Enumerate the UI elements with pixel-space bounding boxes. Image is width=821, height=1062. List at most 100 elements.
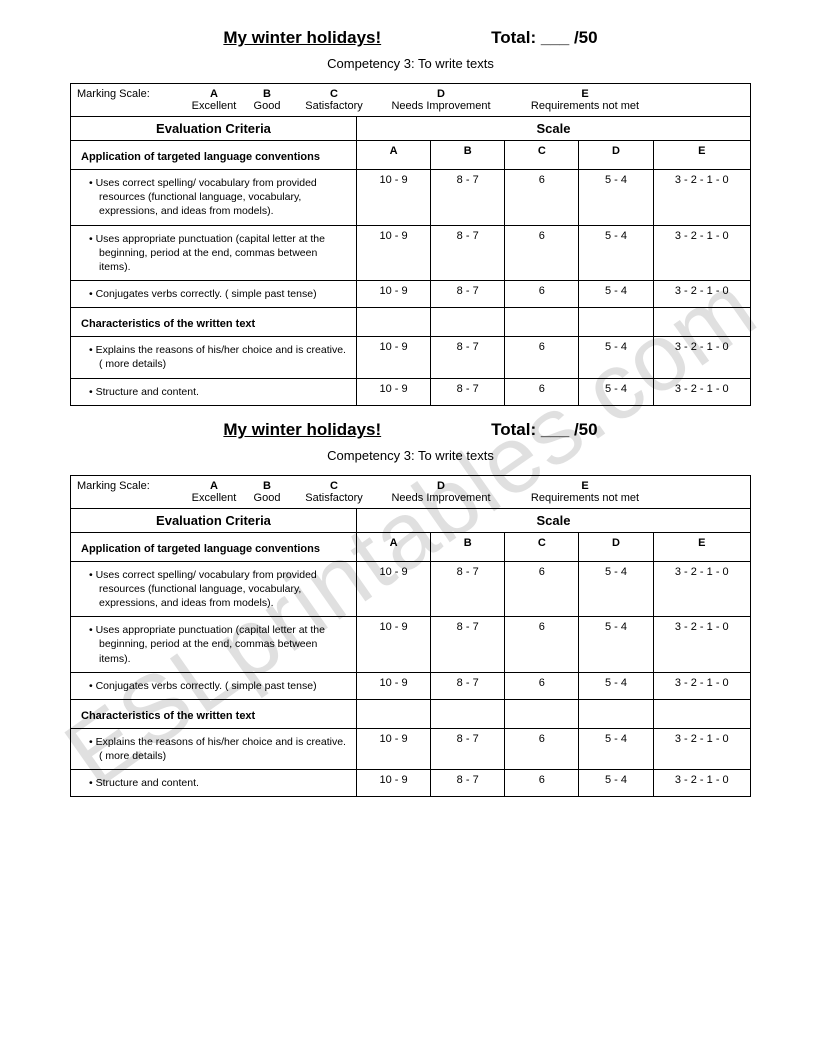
criteria-item: Explains the reasons of his/her choice a… [77,733,350,765]
score-cell: 6 [505,728,579,769]
criteria-item: Explains the reasons of his/her choice a… [77,341,350,373]
criteria-item: Uses appropriate punctuation (capital le… [77,621,350,668]
criteria-item: Structure and content. [77,383,350,401]
col-head: E [653,532,750,561]
grade-letter: B [243,88,291,100]
score-cell: 3 - 2 - 1 - 0 [653,728,750,769]
marking-label: Marking Scale: [77,480,185,492]
grade-letter: B [243,480,291,492]
score-cell: 6 [505,561,579,617]
col-head: A [356,141,430,170]
score-cell: 10 - 9 [356,378,430,405]
score-cell: 5 - 4 [579,672,653,699]
criteria-item: Conjugates verbs correctly. ( simple pas… [77,285,350,303]
grade-letter: C [291,480,377,492]
grade-letter: D [377,480,505,492]
score-cell: 5 - 4 [579,561,653,617]
grade-desc: Satisfactory [291,492,377,504]
score-cell: 8 - 7 [431,672,505,699]
rubric-block-1: My winter holidays! Total: ___ /50 Compe… [70,28,751,406]
score-cell: 10 - 9 [356,728,430,769]
score-cell: 8 - 7 [431,337,505,378]
title-row: My winter holidays! Total: ___ /50 [70,420,751,440]
score-cell: 5 - 4 [579,617,653,673]
grade-desc: Excellent [185,100,243,112]
subtitle: Competency 3: To write texts [70,448,751,463]
grade-desc: Needs Improvement [377,100,505,112]
score-cell: 10 - 9 [356,225,430,281]
score-cell: 5 - 4 [579,281,653,308]
score-cell: 5 - 4 [579,378,653,405]
grade-letter: E [505,88,665,100]
score-cell: 8 - 7 [431,561,505,617]
score-cell: 8 - 7 [431,617,505,673]
total-label: Total: ___ /50 [491,28,597,48]
grade-desc: Requirements not met [505,492,665,504]
score-cell: 5 - 4 [579,770,653,797]
score-cell: 10 - 9 [356,672,430,699]
grade-desc: Satisfactory [291,100,377,112]
title-row: My winter holidays! Total: ___ /50 [70,28,751,48]
score-cell: 3 - 2 - 1 - 0 [653,561,750,617]
criteria-item: Structure and content. [77,774,350,792]
score-cell: 8 - 7 [431,770,505,797]
header-scale: Scale [356,508,750,532]
score-cell: 3 - 2 - 1 - 0 [653,617,750,673]
score-cell: 8 - 7 [431,281,505,308]
grade-desc: Needs Improvement [377,492,505,504]
grade-desc: Good [243,100,291,112]
header-criteria: Evaluation Criteria [71,508,357,532]
score-cell: 6 [505,770,579,797]
score-cell: 3 - 2 - 1 - 0 [653,281,750,308]
score-cell: 10 - 9 [356,561,430,617]
criteria-item: Conjugates verbs correctly. ( simple pas… [77,677,350,695]
section-title: Characteristics of the written text [77,704,350,724]
score-cell: 5 - 4 [579,225,653,281]
total-label: Total: ___ /50 [491,420,597,440]
score-cell: 3 - 2 - 1 - 0 [653,378,750,405]
col-head: A [356,532,430,561]
score-cell: 8 - 7 [431,728,505,769]
grade-letter: E [505,480,665,492]
header-scale: Scale [356,117,750,141]
score-cell: 8 - 7 [431,225,505,281]
criteria-item: Uses correct spelling/ vocabulary from p… [77,174,350,221]
score-cell: 6 [505,378,579,405]
score-cell: 8 - 7 [431,378,505,405]
grade-desc: Excellent [185,492,243,504]
score-cell: 6 [505,225,579,281]
section-title: Characteristics of the written text [77,312,350,332]
score-cell: 10 - 9 [356,770,430,797]
score-cell: 6 [505,672,579,699]
rubric-table: Marking Scale: A B C D E Excellent Good … [70,475,751,798]
col-head: D [579,532,653,561]
score-cell: 10 - 9 [356,337,430,378]
score-cell: 6 [505,170,579,226]
doc-title: My winter holidays! [223,28,381,48]
score-cell: 6 [505,337,579,378]
score-cell: 10 - 9 [356,170,430,226]
criteria-item: Uses correct spelling/ vocabulary from p… [77,566,350,613]
col-head: C [505,141,579,170]
col-head: D [579,141,653,170]
grade-letter: D [377,88,505,100]
col-head: B [431,141,505,170]
col-head: C [505,532,579,561]
col-head: B [431,532,505,561]
header-criteria: Evaluation Criteria [71,117,357,141]
grade-letter: A [185,480,243,492]
grade-letter: A [185,88,243,100]
subtitle: Competency 3: To write texts [70,56,751,71]
score-cell: 5 - 4 [579,170,653,226]
score-cell: 6 [505,617,579,673]
score-cell: 3 - 2 - 1 - 0 [653,225,750,281]
criteria-item: Uses appropriate punctuation (capital le… [77,230,350,277]
score-cell: 6 [505,281,579,308]
rubric-block-2: My winter holidays! Total: ___ /50 Compe… [70,420,751,798]
rubric-table: Marking Scale: A B C D E Excellent Good … [70,83,751,406]
doc-title: My winter holidays! [223,420,381,440]
score-cell: 3 - 2 - 1 - 0 [653,672,750,699]
marking-scale-row: Marking Scale: A B C D E Excellent Good … [71,475,751,508]
score-cell: 10 - 9 [356,281,430,308]
score-cell: 3 - 2 - 1 - 0 [653,337,750,378]
